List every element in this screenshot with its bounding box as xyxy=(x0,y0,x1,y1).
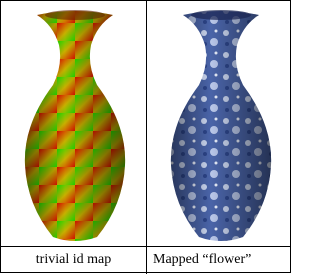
caption: trivial id map xyxy=(1,246,146,274)
figure-table: trivial id map Mapped “flower” xyxy=(0,0,291,273)
cell-divider xyxy=(146,1,147,274)
caption: Mapped “flower” xyxy=(147,246,290,274)
flower-vase xyxy=(171,10,271,241)
id-map-vase xyxy=(25,10,125,241)
